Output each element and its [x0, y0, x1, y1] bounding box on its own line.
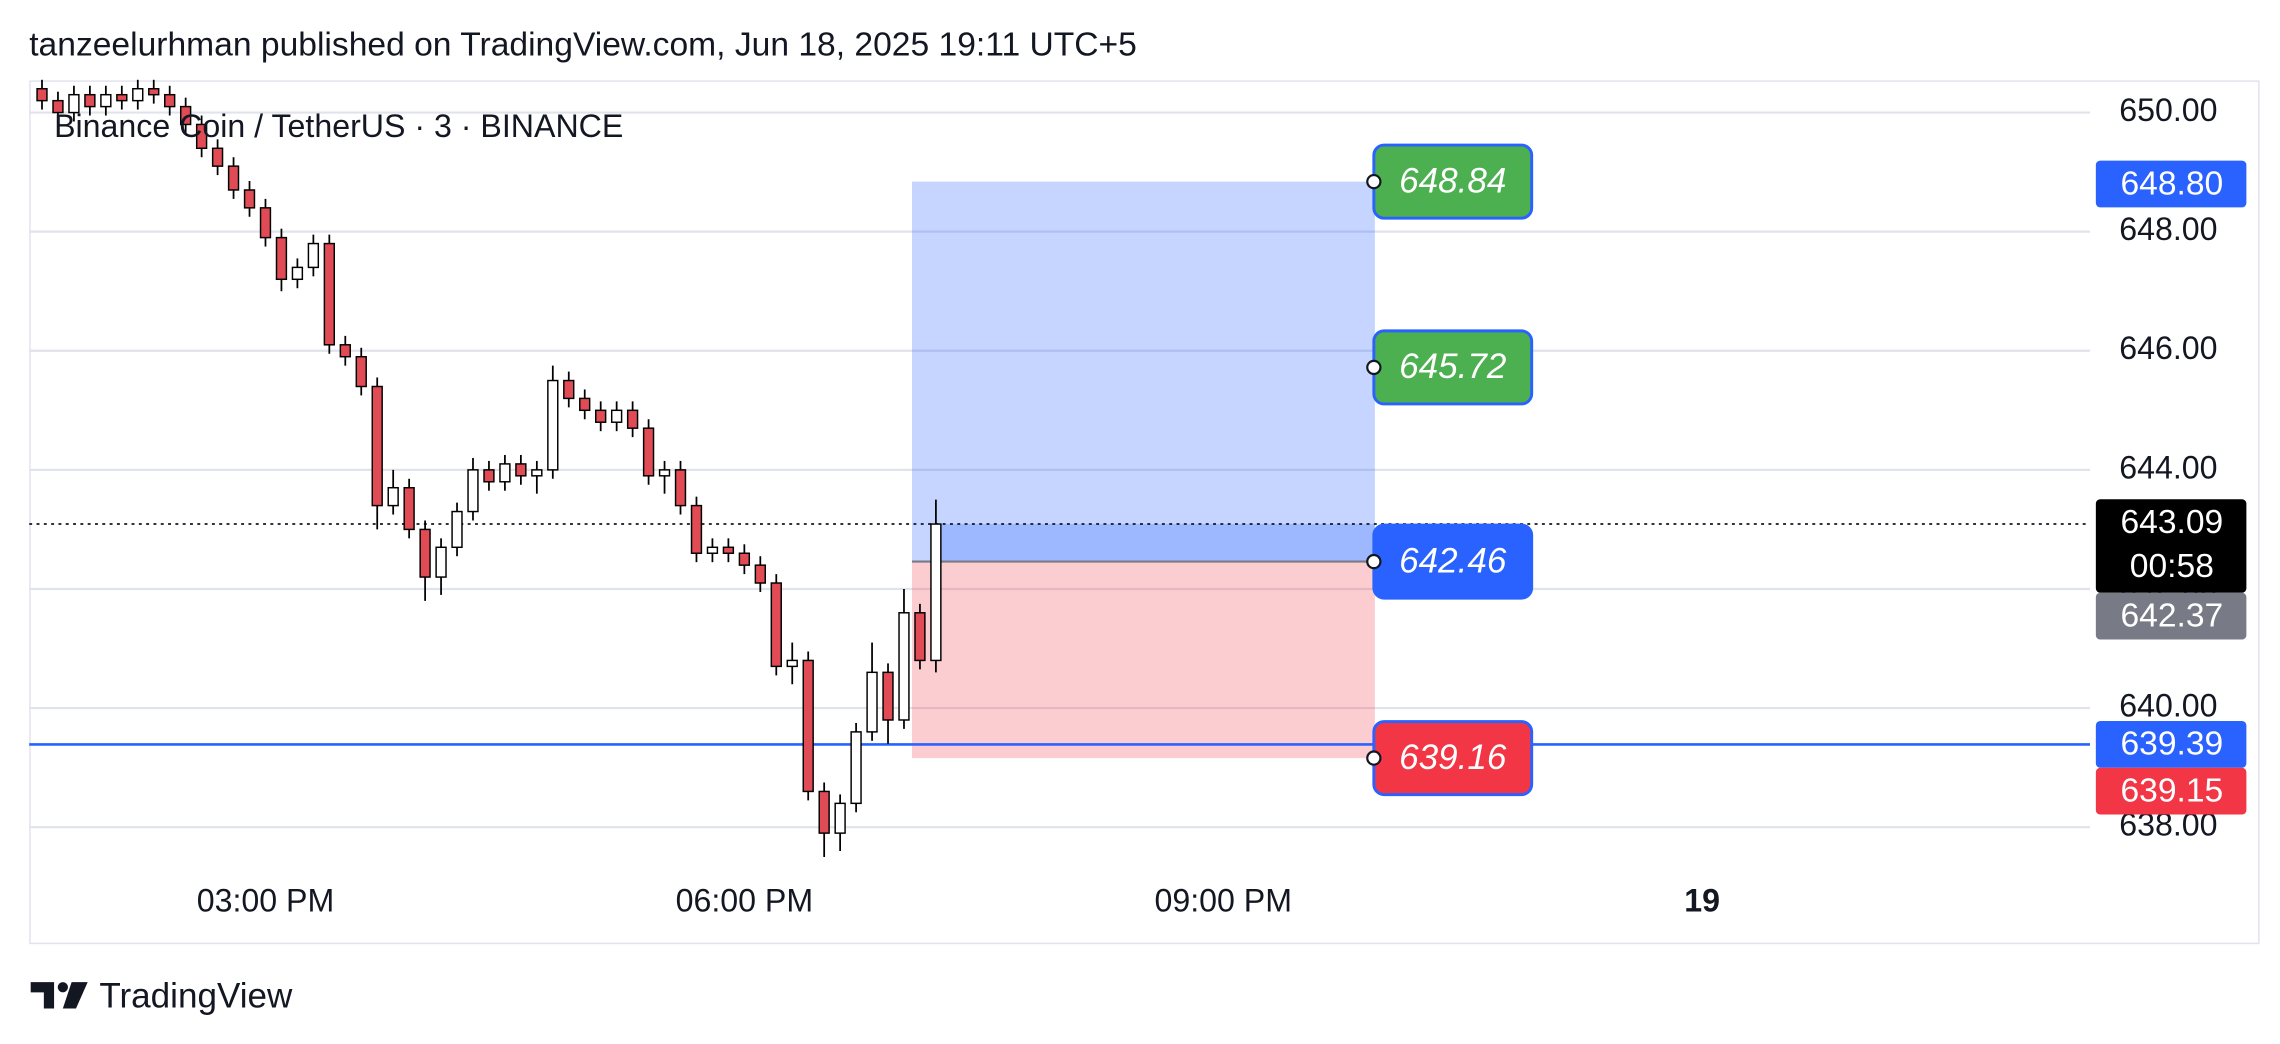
candle-body [930, 523, 942, 662]
candle-body [595, 409, 607, 423]
candle-body [531, 469, 543, 477]
candle-body [802, 659, 814, 793]
candle-body [164, 93, 176, 108]
candle-body [339, 344, 351, 358]
candle-body [834, 802, 846, 834]
candle-body [291, 266, 304, 281]
chart-title: Binance Coin / TetherUS · 3 · BINANCE [54, 108, 623, 144]
level-label: 642.46 [1399, 541, 1507, 580]
candle-body [243, 189, 256, 209]
price-tag [2095, 767, 2247, 815]
candle-body [355, 355, 367, 388]
price-tag-label: 639.39 [2120, 726, 2223, 763]
candle-body [148, 88, 160, 96]
price-tag-label: 639.15 [2120, 773, 2223, 810]
candle-body [722, 546, 735, 554]
candle-body [499, 463, 511, 483]
loss-zone [911, 561, 1375, 759]
candle-body [738, 552, 751, 566]
level-handle [1366, 553, 1382, 570]
y-tick-label: 650.00 [2119, 92, 2217, 128]
x-tick-label: 19 [1684, 883, 1720, 919]
candle-body [563, 379, 575, 400]
candle-body [227, 165, 240, 191]
candle-body [642, 427, 655, 477]
candle-body [547, 379, 559, 471]
candle-body [403, 486, 415, 531]
candle-body [211, 147, 224, 167]
level-label: 645.72 [1399, 347, 1506, 386]
price-tag [2095, 499, 2247, 593]
price-tag-label: 643.09 [2120, 504, 2223, 541]
x-tick-label: 09:00 PM [1154, 883, 1292, 919]
candle-body [770, 582, 782, 668]
level-label: 639.16 [1399, 738, 1507, 777]
chart-frame [29, 80, 2260, 945]
price-tag [2095, 160, 2247, 208]
candle-body [307, 242, 320, 269]
candle-body [866, 671, 878, 733]
candle-body [419, 528, 431, 578]
candle-body [610, 409, 623, 423]
candle-body [52, 99, 64, 114]
candle-body [451, 510, 463, 549]
candle-body [786, 659, 798, 668]
x-tick-label: 03:00 PM [197, 883, 335, 919]
price-tag [2095, 721, 2247, 768]
level-handle [1366, 750, 1382, 766]
candle-body [116, 93, 128, 102]
candle-body [435, 546, 447, 578]
plot: 638.00640.00642.00644.00646.00648.00650.… [29, 79, 2247, 919]
candle-body [179, 105, 192, 126]
candle-body [132, 88, 144, 102]
candle-body [914, 612, 926, 662]
y-tick-label: 644.00 [2119, 449, 2217, 485]
candle-body [626, 409, 639, 429]
candle-body [882, 671, 894, 721]
candle-body [275, 236, 288, 281]
price-tag-label: 642.37 [2120, 597, 2223, 634]
price-tag-countdown: 00:58 [2130, 548, 2214, 585]
candle-body [706, 546, 719, 554]
candle-body [850, 731, 862, 805]
open-profit [935, 524, 1375, 562]
y-tick-label: 646.00 [2119, 330, 2217, 366]
candle-body [658, 469, 671, 477]
candle-body [323, 242, 336, 346]
y-tick-label: 640.00 [2119, 688, 2217, 724]
candle-body [754, 564, 766, 584]
candle-body [579, 397, 591, 412]
candle-body [898, 612, 910, 721]
footer-brand: TradingView [99, 977, 293, 1016]
candle-body [387, 486, 399, 507]
candle-body [195, 123, 208, 150]
candle-body [36, 88, 48, 102]
price-tag [2095, 592, 2247, 640]
x-tick-label: 06:00 PM [676, 883, 814, 919]
candle-body [674, 469, 687, 507]
logo [30, 982, 88, 1009]
profit-zone [911, 181, 1375, 562]
candle-body [259, 207, 272, 239]
candle-body [690, 504, 703, 554]
price-tag-label: 648.80 [2120, 165, 2223, 202]
candle-body [68, 93, 80, 114]
candle-body [483, 469, 495, 483]
y-tick-label: 648.00 [2119, 211, 2217, 247]
candle-body [515, 463, 527, 477]
candle-body [84, 93, 96, 108]
header: tanzeelurhman published on TradingView.c… [29, 27, 1137, 64]
candle-body [100, 93, 112, 108]
level-handle [1366, 359, 1382, 376]
candle-body [371, 385, 383, 507]
candle-body [467, 469, 479, 513]
candle-body [818, 790, 830, 834]
level-label: 648.84 [1399, 161, 1506, 200]
level-handle [1366, 173, 1382, 190]
